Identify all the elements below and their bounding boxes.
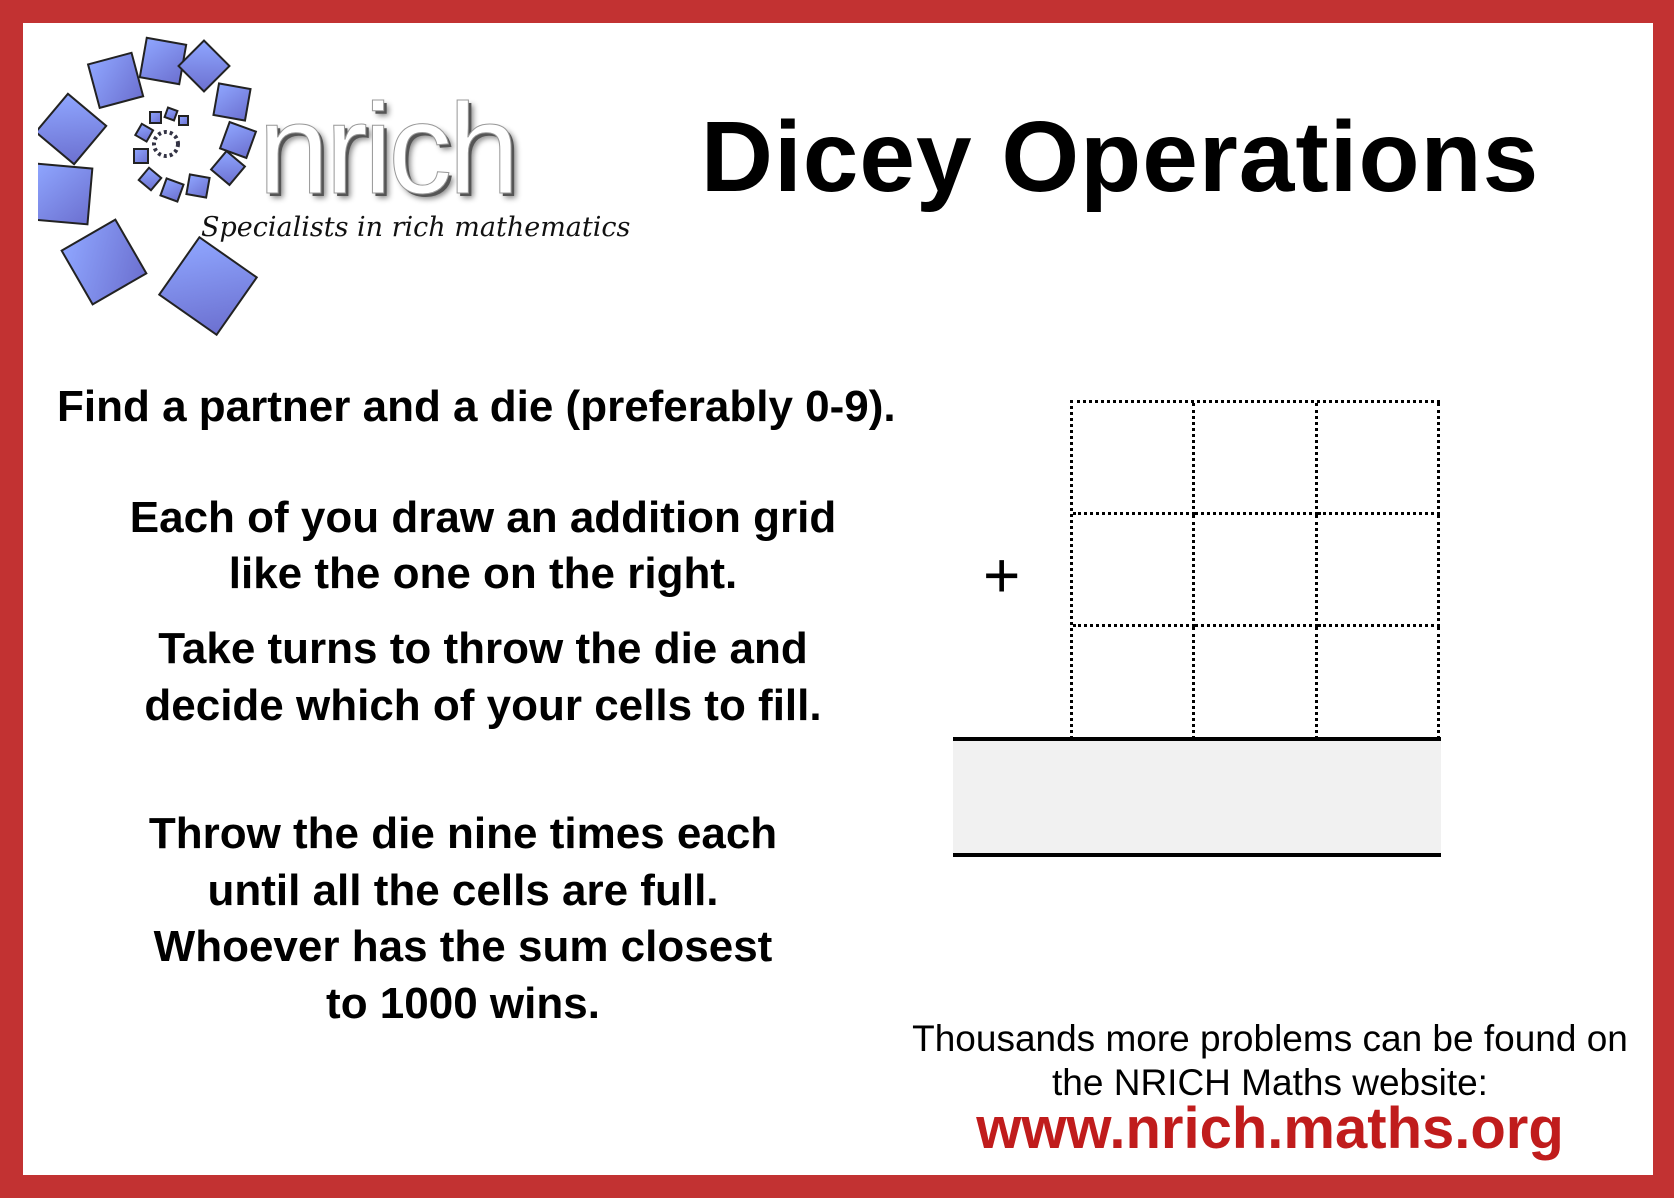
grid-cells — [1070, 400, 1440, 739]
worksheet-page — [23, 23, 1653, 1175]
answer-box[interactable] — [953, 737, 1441, 857]
footer-line-1: Thousands more problems can be found on — [912, 1018, 1628, 1059]
grid-cell[interactable] — [1317, 515, 1440, 627]
grid-cell[interactable] — [1195, 403, 1318, 515]
instruction-line: Each of you draw an addition grid — [129, 493, 837, 542]
grid-cell[interactable] — [1073, 403, 1196, 515]
instruction-line: to 1000 wins. — [326, 979, 600, 1028]
footer-line-2: the NRICH Maths website: — [1052, 1062, 1488, 1103]
instruction-line: Throw the die nine times each — [148, 809, 778, 858]
website-link[interactable]: www.nrich.maths.org — [976, 1096, 1564, 1161]
grid-cell[interactable] — [1318, 627, 1440, 739]
logo-wordmark: nrich — [257, 78, 519, 222]
instruction-line: Whoever has the sum closest — [153, 922, 773, 971]
instruction-line: Take turns to throw the die and — [158, 624, 808, 673]
page-title: Dicey Operations — [700, 101, 1540, 213]
instruction-line: until all the cells are full. — [207, 866, 719, 915]
addition-grid: + — [953, 398, 1443, 858]
plus-sign: + — [983, 539, 1021, 611]
spiral-squares-icon — [30, 36, 259, 337]
grid-cell[interactable] — [1195, 515, 1318, 627]
grid-cell[interactable] — [1073, 515, 1196, 627]
instruction-line: like the one on the right. — [228, 549, 738, 598]
grid-cell[interactable] — [1317, 403, 1440, 515]
grid-cell[interactable] — [1073, 627, 1196, 739]
intro-text: Find a partner and a die (preferably 0-9… — [57, 382, 896, 431]
grid-cell[interactable] — [1195, 627, 1318, 739]
nrich-logo: nrich Specialists in rich mathematics — [30, 36, 630, 356]
instruction-line: decide which of your cells to fill. — [144, 681, 822, 730]
logo-tagline: Specialists in rich mathematics — [201, 212, 631, 243]
